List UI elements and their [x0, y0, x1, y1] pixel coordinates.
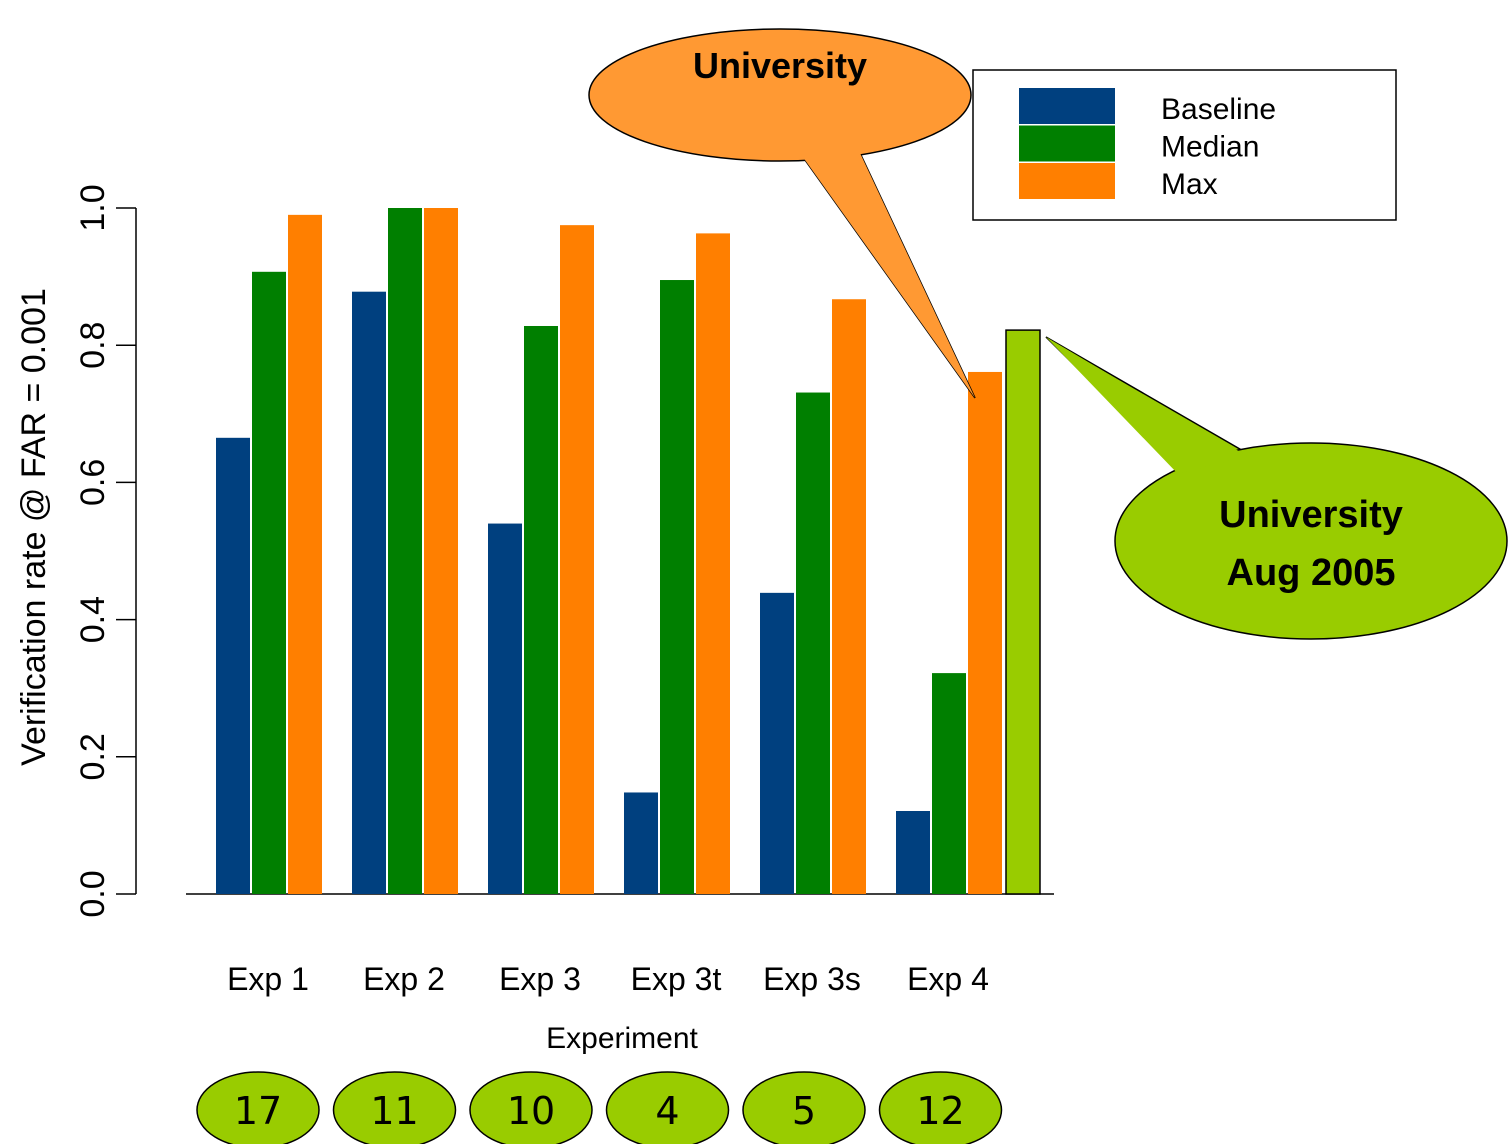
y-tick-label: 0.0 [74, 870, 112, 917]
x-tick-label: Exp 3s [763, 961, 861, 997]
bar-median-6 [932, 673, 966, 894]
count-badges: 17 11 10 4 5 12 [196, 1071, 1003, 1144]
x-tick-label: Exp 3 [499, 961, 581, 997]
count-badge-label: 12 [916, 1089, 964, 1133]
x-tick-label: Exp 3t [631, 961, 722, 997]
y-tick-label: 0.6 [74, 459, 112, 506]
count-badge [469, 1071, 593, 1144]
bar-baseline-3 [488, 523, 522, 894]
bars [216, 208, 1041, 895]
y-tick-label: 1.0 [74, 184, 112, 231]
bar-median-2 [388, 208, 422, 894]
bar-baseline-4 [624, 792, 658, 894]
callout-university: University [588, 28, 976, 399]
bar-median-5 [796, 392, 830, 894]
legend-swatch-baseline [1019, 88, 1115, 124]
bar-highlight-exp-4 [1005, 329, 1041, 895]
y-tick-label: 0.4 [74, 596, 112, 643]
bar-max-3 [560, 225, 594, 894]
count-badge-label: 5 [792, 1089, 816, 1133]
y-tick-label: 0.2 [74, 733, 112, 780]
count-badge-label: 4 [655, 1089, 679, 1133]
count-badge [605, 1071, 730, 1144]
legend: Baseline Median Max [972, 69, 1397, 221]
y-tick-label: 0.8 [74, 322, 112, 369]
count-badge-label: 10 [507, 1089, 555, 1133]
bar-median-4 [660, 280, 694, 894]
callout-green-line-1: University [1219, 494, 1403, 536]
callout-green-line-2: Aug 2005 [1227, 552, 1396, 594]
count-badge [742, 1071, 866, 1144]
bar-max-1 [288, 214, 322, 895]
legend-swatch-max [1019, 163, 1115, 199]
y-axis-label: Verification rate @ FAR = 0.001 [15, 288, 53, 766]
bar-baseline-5 [760, 592, 794, 894]
legend-label-max: Max [1161, 168, 1218, 201]
x-tick-label: Exp 2 [363, 961, 445, 997]
count-badge-label: 11 [370, 1089, 418, 1133]
legend-swatch-median [1019, 125, 1115, 162]
bar-median-1 [252, 271, 286, 895]
callout-university-text: University [693, 45, 867, 86]
bar-baseline-1 [216, 437, 250, 894]
x-tick-label: Exp 4 [907, 961, 989, 997]
callout-university-aug-2005: University Aug 2005 [1045, 336, 1508, 640]
count-badge [332, 1071, 457, 1144]
bar-max-6 [968, 371, 1002, 895]
count-badge-label: 17 [234, 1089, 282, 1133]
bar-max-2 [424, 208, 458, 894]
y-axis: 0.0 0.2 0.4 0.6 0.8 1.0 Verification rate @ F… [15, 184, 137, 918]
x-axis-label: Experiment [546, 1022, 698, 1055]
legend-label-baseline: Baseline [1161, 93, 1276, 126]
bar-baseline-6 [896, 810, 930, 894]
bar-max-5 [832, 299, 866, 894]
legend-label-median: Median [1161, 131, 1259, 164]
count-badge [878, 1071, 1003, 1144]
x-tick-label: Exp 1 [227, 961, 309, 997]
bar-median-3 [524, 325, 558, 894]
bar-max-4 [696, 233, 730, 894]
x-tick-labels: Exp 1 Exp 2 Exp 3 Exp 3t Exp 3s Exp 4 [227, 961, 989, 997]
bar-baseline-2 [352, 291, 386, 894]
count-badge [196, 1071, 320, 1144]
